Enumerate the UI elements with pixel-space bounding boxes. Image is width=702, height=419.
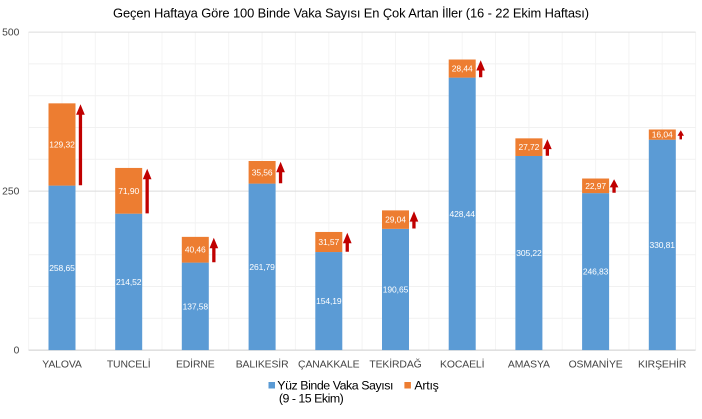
svg-text:TEKİRDAĞ: TEKİRDAĞ bbox=[369, 358, 421, 371]
svg-text:31,57: 31,57 bbox=[318, 237, 339, 247]
svg-text:29,04: 29,04 bbox=[385, 215, 406, 225]
svg-text:22,97: 22,97 bbox=[585, 181, 606, 191]
svg-text:154,19: 154,19 bbox=[316, 296, 342, 306]
svg-text:258,65: 258,65 bbox=[49, 263, 75, 273]
svg-text:Yüz Binde Vaka Sayısı: Yüz Binde Vaka Sayısı bbox=[277, 379, 393, 393]
svg-text:BALIKESİR: BALIKESİR bbox=[236, 358, 289, 371]
svg-text:27,72: 27,72 bbox=[519, 142, 540, 152]
svg-text:Geçen Haftaya Göre 100 Binde V: Geçen Haftaya Göre 100 Binde Vaka Sayısı… bbox=[113, 6, 589, 21]
svg-text:214,52: 214,52 bbox=[116, 277, 142, 287]
svg-text:261,79: 261,79 bbox=[249, 262, 275, 272]
svg-text:(9 - 15 Ekim): (9 - 15 Ekim) bbox=[279, 391, 344, 405]
svg-text:KOCAELİ: KOCAELİ bbox=[440, 358, 484, 371]
svg-text:305,22: 305,22 bbox=[516, 248, 542, 258]
svg-text:28,44: 28,44 bbox=[452, 64, 473, 74]
svg-text:129,32: 129,32 bbox=[49, 140, 75, 150]
svg-text:KIRŞEHİR: KIRŞEHİR bbox=[638, 358, 687, 371]
svg-text:16,04: 16,04 bbox=[652, 130, 673, 140]
svg-text:TUNCELİ: TUNCELİ bbox=[107, 358, 151, 371]
svg-text:0: 0 bbox=[14, 346, 20, 357]
svg-text:Artış: Artış bbox=[414, 379, 438, 393]
svg-text:OSMANİYE: OSMANİYE bbox=[569, 358, 623, 371]
svg-text:ÇANAKKALE: ÇANAKKALE bbox=[298, 360, 360, 371]
svg-text:71,90: 71,90 bbox=[118, 186, 139, 196]
svg-text:YALOVA: YALOVA bbox=[42, 360, 82, 371]
svg-text:250: 250 bbox=[2, 187, 19, 198]
svg-text:EDİRNE: EDİRNE bbox=[176, 358, 215, 371]
svg-text:137,58: 137,58 bbox=[183, 301, 209, 311]
svg-text:AMASYA: AMASYA bbox=[508, 360, 550, 371]
svg-text:330,81: 330,81 bbox=[649, 240, 675, 250]
svg-text:246,83: 246,83 bbox=[583, 267, 609, 277]
svg-text:40,46: 40,46 bbox=[185, 245, 206, 255]
svg-text:190,65: 190,65 bbox=[383, 285, 409, 295]
svg-text:500: 500 bbox=[2, 28, 19, 39]
svg-text:35,56: 35,56 bbox=[252, 167, 273, 177]
svg-text:428,44: 428,44 bbox=[449, 209, 475, 219]
